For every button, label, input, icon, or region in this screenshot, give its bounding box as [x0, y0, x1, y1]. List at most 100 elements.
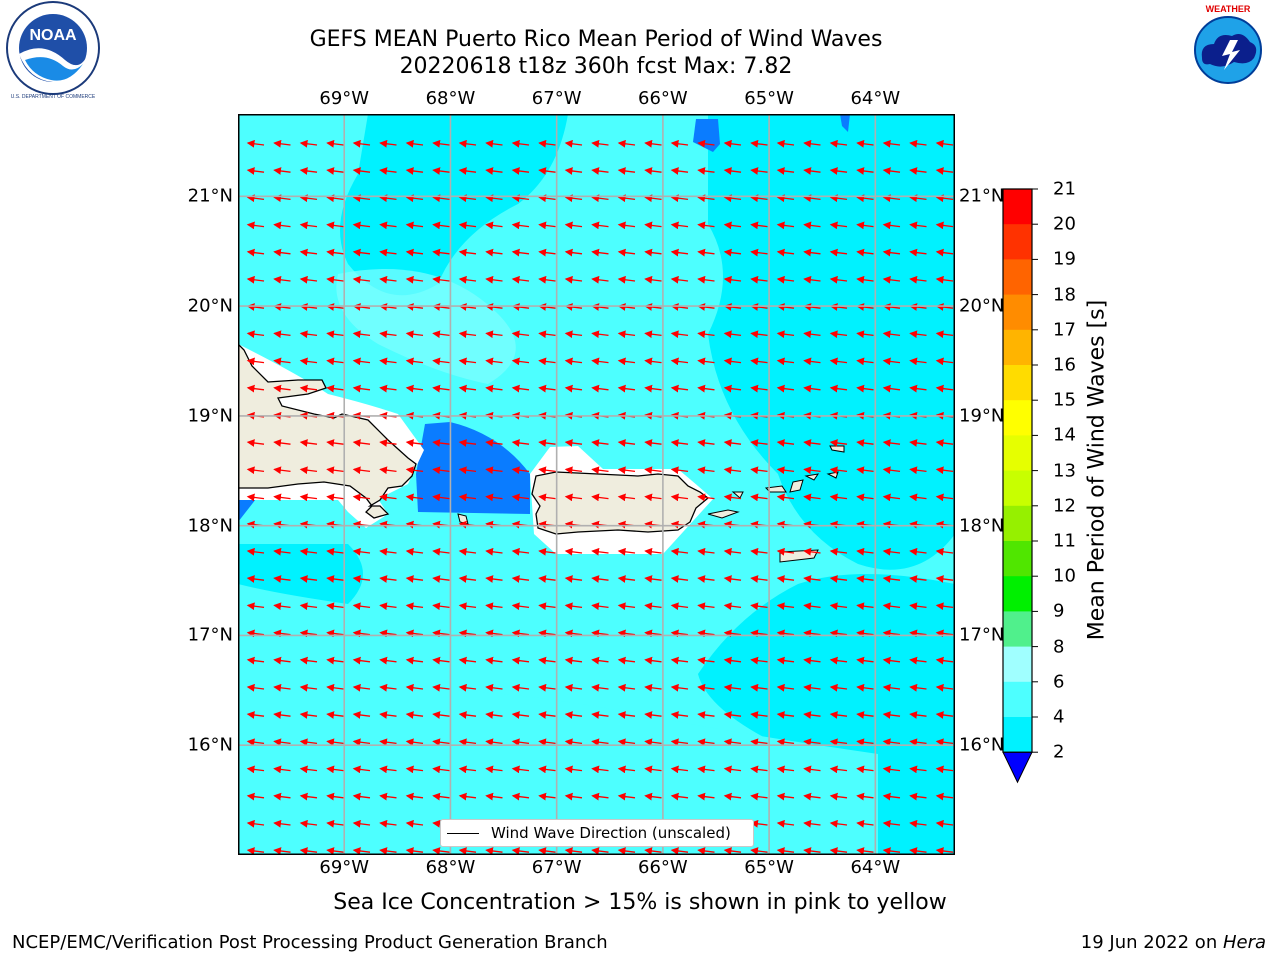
wind-wave-arrow — [485, 765, 503, 774]
wind-wave-arrow — [405, 221, 424, 230]
wind-wave-arrow — [485, 139, 503, 148]
wind-wave-arrow — [591, 357, 609, 366]
wind-wave-arrow — [882, 275, 901, 284]
wind-wave-arrow — [485, 847, 503, 855]
wind-wave-arrow — [697, 493, 715, 502]
wind-wave-arrow — [352, 275, 371, 284]
wind-wave-arrow — [644, 547, 662, 556]
wind-wave-arrow — [723, 466, 742, 475]
wind-wave-arrow — [564, 194, 583, 203]
wind-wave-arrow — [803, 275, 821, 284]
wind-wave-arrow — [803, 466, 821, 475]
lat-tick-label: 20°N — [959, 295, 1005, 317]
wind-wave-arrow — [882, 139, 901, 148]
wind-wave-arrow — [432, 683, 450, 692]
wind-wave-arrow — [856, 439, 874, 447]
wind-wave-arrow — [432, 629, 450, 638]
wind-wave-arrow — [405, 357, 424, 366]
wind-wave-arrow — [776, 711, 795, 719]
wind-wave-arrow — [352, 194, 371, 203]
wind-wave-arrow — [591, 221, 609, 230]
wind-wave-arrow — [246, 656, 265, 665]
wind-wave-arrow — [432, 194, 450, 203]
wind-wave-arrow — [856, 683, 874, 692]
wind-wave-arrow — [723, 275, 742, 284]
wind-wave-arrow — [246, 602, 265, 611]
wind-wave-arrow — [485, 602, 503, 611]
wind-wave-arrow — [246, 493, 265, 502]
wind-wave-arrow — [935, 792, 954, 801]
contour-region — [698, 574, 955, 855]
wind-wave-arrow — [935, 384, 954, 393]
wind-wave-arrow — [326, 819, 344, 828]
wind-wave-arrow — [882, 656, 901, 665]
lat-tick-label: 17°N — [187, 624, 233, 646]
wind-wave-arrow — [617, 547, 636, 556]
wind-wave-arrow — [776, 167, 795, 175]
wind-wave-arrow — [697, 248, 715, 257]
wind-wave-arrow — [750, 248, 768, 257]
wind-wave-arrow — [697, 194, 715, 203]
wind-wave-arrow — [882, 439, 901, 447]
wind-wave-arrow — [432, 357, 450, 366]
wind-wave-arrow — [458, 439, 477, 447]
wind-wave-arrow — [856, 357, 874, 366]
wind-wave-arrow — [458, 357, 477, 366]
wind-wave-arrow — [458, 738, 477, 747]
wind-wave-arrow — [803, 493, 821, 502]
wind-wave-arrow — [246, 575, 265, 583]
colorbar-bin — [1003, 470, 1032, 507]
wind-wave-arrow — [458, 384, 477, 393]
wind-wave-arrow — [935, 330, 954, 339]
wind-wave-arrow — [432, 275, 450, 284]
wind-wave-arrow — [326, 493, 344, 502]
lon-tick-label: 65°W — [744, 857, 794, 878]
wind-wave-arrow — [776, 466, 795, 475]
wind-wave-arrow — [485, 275, 503, 284]
wind-wave-arrow — [935, 248, 954, 257]
wind-wave-arrow — [723, 330, 742, 339]
wind-wave-arrow — [644, 765, 662, 774]
colorbar-tick-label: 2 — [1053, 741, 1065, 763]
wind-wave-arrow — [697, 167, 715, 175]
wind-wave-arrow — [617, 711, 636, 719]
wind-wave-arrow — [644, 683, 662, 692]
wind-wave-arrow — [856, 194, 874, 203]
wind-wave-arrow — [723, 629, 742, 638]
wind-wave-arrow — [511, 248, 530, 257]
lon-tick-label: 68°W — [425, 857, 476, 878]
wind-wave-arrow — [909, 493, 927, 502]
wind-wave-arrow — [776, 384, 795, 393]
wind-wave-arrow — [432, 602, 450, 611]
wind-wave-arrow — [273, 819, 291, 828]
wind-wave-arrow — [723, 847, 742, 855]
wind-wave-arrow — [750, 139, 768, 148]
wind-wave-arrow — [697, 384, 715, 393]
wind-wave-arrow — [432, 847, 450, 855]
wind-wave-arrow — [856, 711, 874, 719]
wind-wave-arrow — [829, 493, 848, 502]
wind-wave-arrow — [326, 629, 344, 638]
wind-wave-arrow — [458, 575, 477, 583]
wind-wave-arrow — [273, 765, 291, 774]
lat-tick-label: 17°N — [959, 624, 1005, 646]
wind-wave-arrow — [352, 738, 371, 747]
wind-wave-arrow — [856, 602, 874, 611]
wind-wave-arrow — [485, 439, 503, 447]
wind-wave-arrow — [538, 683, 556, 692]
wind-wave-arrow — [882, 847, 901, 855]
footer-date: 19 Jun 2022 on Hera — [1081, 932, 1266, 953]
wind-wave-arrow — [829, 547, 848, 556]
wind-wave-arrow — [803, 765, 821, 774]
wind-wave-arrow — [326, 248, 344, 257]
wind-wave-arrow — [617, 629, 636, 638]
wind-wave-arrow — [273, 738, 291, 747]
wind-wave-arrow — [750, 384, 768, 393]
wind-wave-arrow — [723, 738, 742, 747]
lon-tick-label: 68°W — [425, 88, 476, 109]
wind-wave-arrow — [856, 493, 874, 502]
lon-tick-label: 64°W — [850, 857, 901, 878]
wind-wave-arrow — [273, 275, 291, 284]
wind-wave-arrow — [273, 167, 291, 175]
wind-wave-arrow — [909, 167, 927, 175]
